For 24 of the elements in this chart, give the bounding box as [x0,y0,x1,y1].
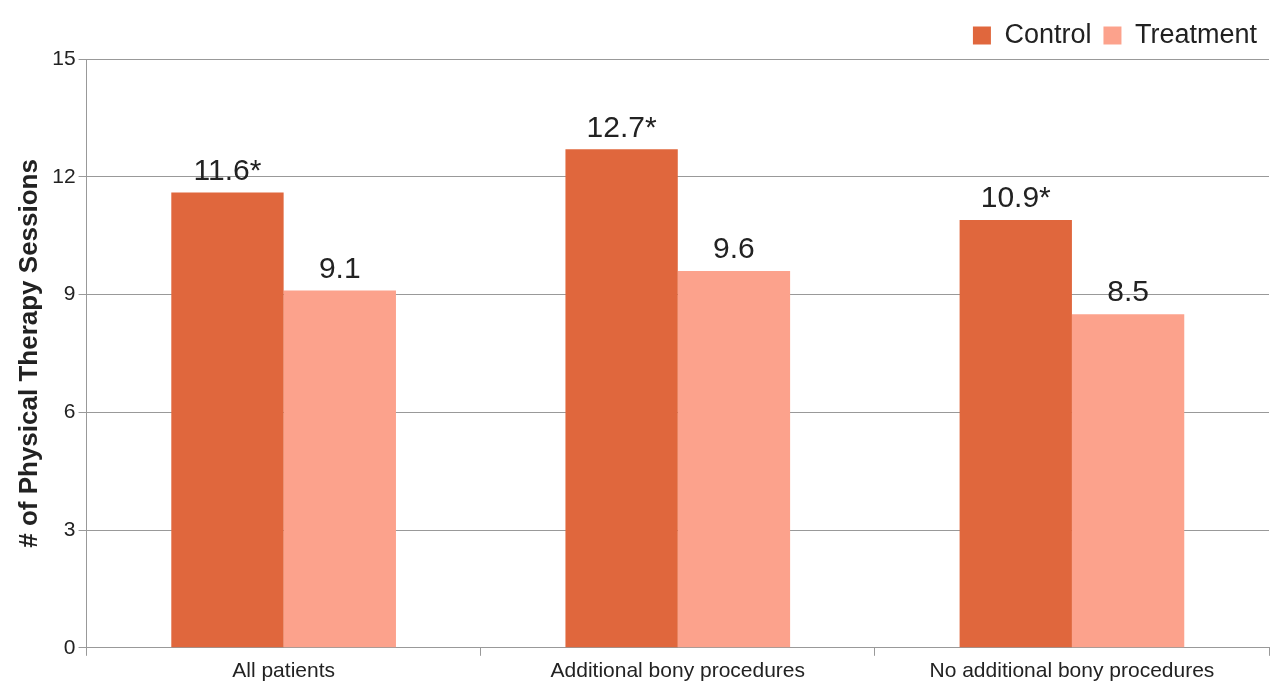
bar [565,149,678,648]
bar [677,270,791,648]
y-tick-label: 9 [63,281,76,305]
y-tick-label: 6 [63,399,76,423]
bar [1071,314,1185,648]
y-tick-label: 15 [52,45,76,69]
bar [959,219,1072,648]
legend-label: Control [1004,18,1092,49]
y-tick-label: 12 [52,163,76,187]
data-label: 12.7* [586,109,657,143]
data-label: 9.1 [318,250,361,284]
y-tick-label: 3 [63,516,76,540]
data-label: 9.6 [713,231,755,265]
x-tick-label: Additional bony procedures [550,658,806,682]
y-axis-title: # of Physical Therapy Sessions [12,159,43,548]
data-label: 8.5 [1107,274,1149,308]
data-label: 10.9* [980,180,1052,214]
y-tick-label: 0 [63,634,76,658]
x-tick-label: All patients [232,658,335,682]
bar [171,192,284,648]
legend-label: Treatment [1134,18,1258,49]
bar [283,290,396,648]
data-label: 11.6* [193,152,262,186]
x-tick-label: No additional bony procedures [929,658,1215,682]
